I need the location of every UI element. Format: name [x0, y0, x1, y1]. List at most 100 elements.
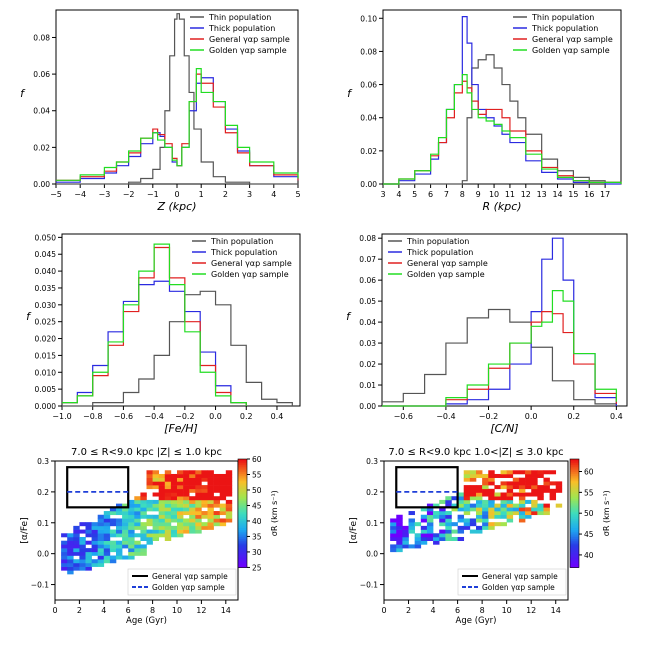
heatmap-cell	[85, 555, 92, 560]
heatmap-cell	[549, 492, 557, 497]
heatmap-cell	[164, 492, 172, 497]
colorbar-segment	[570, 515, 579, 518]
heatmap-cell	[67, 555, 74, 560]
heatmap-cell	[152, 481, 159, 486]
heatmap-cell	[164, 473, 172, 478]
heatmap-cell	[219, 481, 227, 486]
x-axis-label: [Fe/H]	[164, 422, 198, 435]
x-tick-label: 3	[247, 190, 252, 199]
colorbar-segment	[570, 468, 579, 471]
heatmap-cell	[177, 518, 184, 523]
heatmap-cell	[170, 507, 178, 512]
heatmap-cell	[116, 551, 123, 556]
heatmap-cell	[195, 492, 202, 497]
x-tick-label: 5	[295, 190, 300, 199]
heatmap-cell	[85, 540, 92, 545]
x-tick-label: 14	[552, 190, 562, 199]
heatmap-cell	[195, 511, 202, 516]
heatmap-cell	[158, 488, 166, 493]
heatmap-cell	[97, 514, 105, 519]
heatmap-cell	[225, 499, 233, 504]
heatmap-cell	[122, 536, 129, 541]
heatmap-cell	[439, 514, 446, 519]
heatmap-cell	[103, 551, 111, 556]
x-tick-label: 14	[551, 606, 561, 615]
heatmap-cell	[463, 507, 471, 512]
heatmap-cell	[85, 559, 92, 564]
heatmap-cell	[73, 536, 80, 541]
heatmap-cell	[158, 473, 166, 478]
y-tick-label: 0.01	[359, 381, 376, 390]
y-tick-label: 0.08	[360, 47, 377, 56]
heatmap-cell	[500, 511, 507, 516]
heatmap-cell	[158, 529, 166, 534]
legend-label: Golden γαp sample	[407, 270, 485, 279]
heatmap-cell	[469, 529, 477, 534]
heatmap-cell	[451, 503, 458, 508]
heatmap-cell	[537, 473, 544, 478]
heatmap-cell	[390, 536, 397, 541]
heatmap-cell	[219, 511, 227, 516]
heatmap-cell	[146, 503, 153, 508]
heatmap-cell	[189, 529, 196, 534]
y-tick-label: 0.030	[35, 301, 57, 310]
heatmap-cell	[109, 559, 117, 564]
heatmap-cell	[549, 470, 557, 475]
colorbar-segment	[238, 558, 247, 561]
colorbar-segment	[238, 529, 247, 532]
heatmap-cells	[61, 470, 233, 575]
y-tick-label: 0.1	[37, 519, 49, 528]
colorbar-segment	[238, 466, 247, 469]
x-axis-label: Age (Gyr)	[126, 616, 167, 626]
x-tick-label: −0.6	[394, 412, 413, 421]
heatmap-cell	[116, 518, 123, 523]
colorbar-segment	[570, 464, 579, 467]
heatmap-cell	[67, 533, 74, 538]
heatmap-cell	[500, 473, 507, 478]
heatmap-cell	[420, 514, 428, 519]
heatmap-cell	[207, 496, 214, 501]
heatmap-cell	[79, 555, 86, 560]
heatmap-cell	[91, 548, 98, 553]
heatmap-cell	[189, 514, 196, 519]
heatmap-cell	[482, 503, 489, 508]
heatmap-cell	[207, 522, 214, 527]
heatmap-cell	[433, 514, 440, 519]
colorbar-tick-label: 50	[252, 486, 262, 495]
x-tick-label: −0.4	[436, 412, 455, 421]
heatmap-cell	[195, 477, 202, 482]
heatmap-cell	[225, 514, 233, 519]
heatmap-cell	[128, 499, 135, 504]
heatmap-cell	[463, 485, 471, 490]
heatmap-cell	[122, 503, 129, 508]
x-axis-label: [C/N]	[490, 422, 518, 435]
heatmap-cell	[396, 518, 403, 523]
heatmap-cell	[134, 503, 141, 508]
heatmap-cell	[433, 511, 440, 516]
heatmap-cell	[463, 492, 471, 497]
colorbar-segment	[238, 524, 247, 527]
heatmap-cell	[549, 488, 557, 493]
heatmap-cell	[73, 533, 80, 538]
heatmap-cell	[426, 507, 434, 512]
heatmap-cell	[219, 518, 227, 523]
heatmap-cell	[61, 559, 68, 564]
heatmap-cell	[420, 525, 428, 530]
heatmap-cell	[85, 522, 92, 527]
heatmap-cell	[201, 499, 208, 504]
heatmap-cell	[152, 477, 159, 482]
heatmap-cell	[476, 473, 483, 478]
heatmap-cell	[170, 496, 178, 501]
x-tick-label: 10	[172, 606, 182, 615]
heatmap-cell	[518, 481, 526, 486]
series-line	[383, 54, 622, 185]
heatmap-cell	[109, 533, 117, 538]
y-tick-label: 0.3	[366, 457, 378, 466]
heatmap-cell	[488, 481, 495, 486]
heatmap-cell	[116, 533, 123, 538]
heatmap-cell	[152, 525, 159, 530]
heatmap-cell	[79, 548, 86, 553]
heatmap-cell	[426, 503, 434, 508]
heatmap-cell	[482, 518, 489, 523]
heatmap-cell	[500, 522, 507, 527]
